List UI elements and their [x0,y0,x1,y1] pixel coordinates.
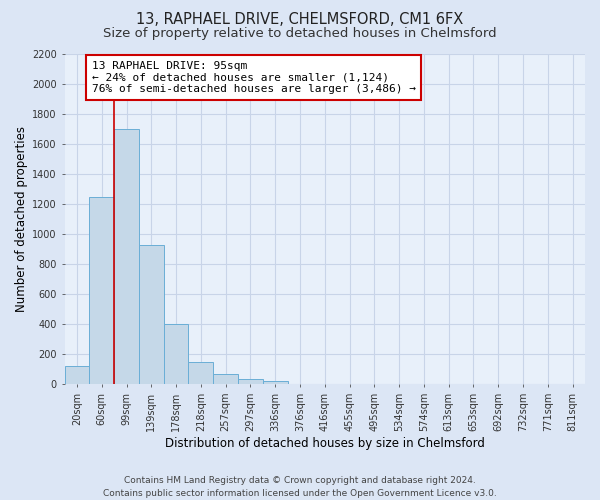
Y-axis label: Number of detached properties: Number of detached properties [15,126,28,312]
Bar [114,129,139,384]
Bar [89,196,114,384]
Text: Size of property relative to detached houses in Chelmsford: Size of property relative to detached ho… [103,28,497,40]
Bar [263,382,287,384]
Bar [213,374,238,384]
Bar [188,362,213,384]
Text: Contains HM Land Registry data © Crown copyright and database right 2024.
Contai: Contains HM Land Registry data © Crown c… [103,476,497,498]
X-axis label: Distribution of detached houses by size in Chelmsford: Distribution of detached houses by size … [165,437,485,450]
Bar [139,244,164,384]
Bar [65,366,89,384]
Text: 13 RAPHAEL DRIVE: 95sqm
← 24% of detached houses are smaller (1,124)
76% of semi: 13 RAPHAEL DRIVE: 95sqm ← 24% of detache… [92,61,416,94]
Text: 13, RAPHAEL DRIVE, CHELMSFORD, CM1 6FX: 13, RAPHAEL DRIVE, CHELMSFORD, CM1 6FX [136,12,464,28]
Bar [164,324,188,384]
Bar [238,379,263,384]
